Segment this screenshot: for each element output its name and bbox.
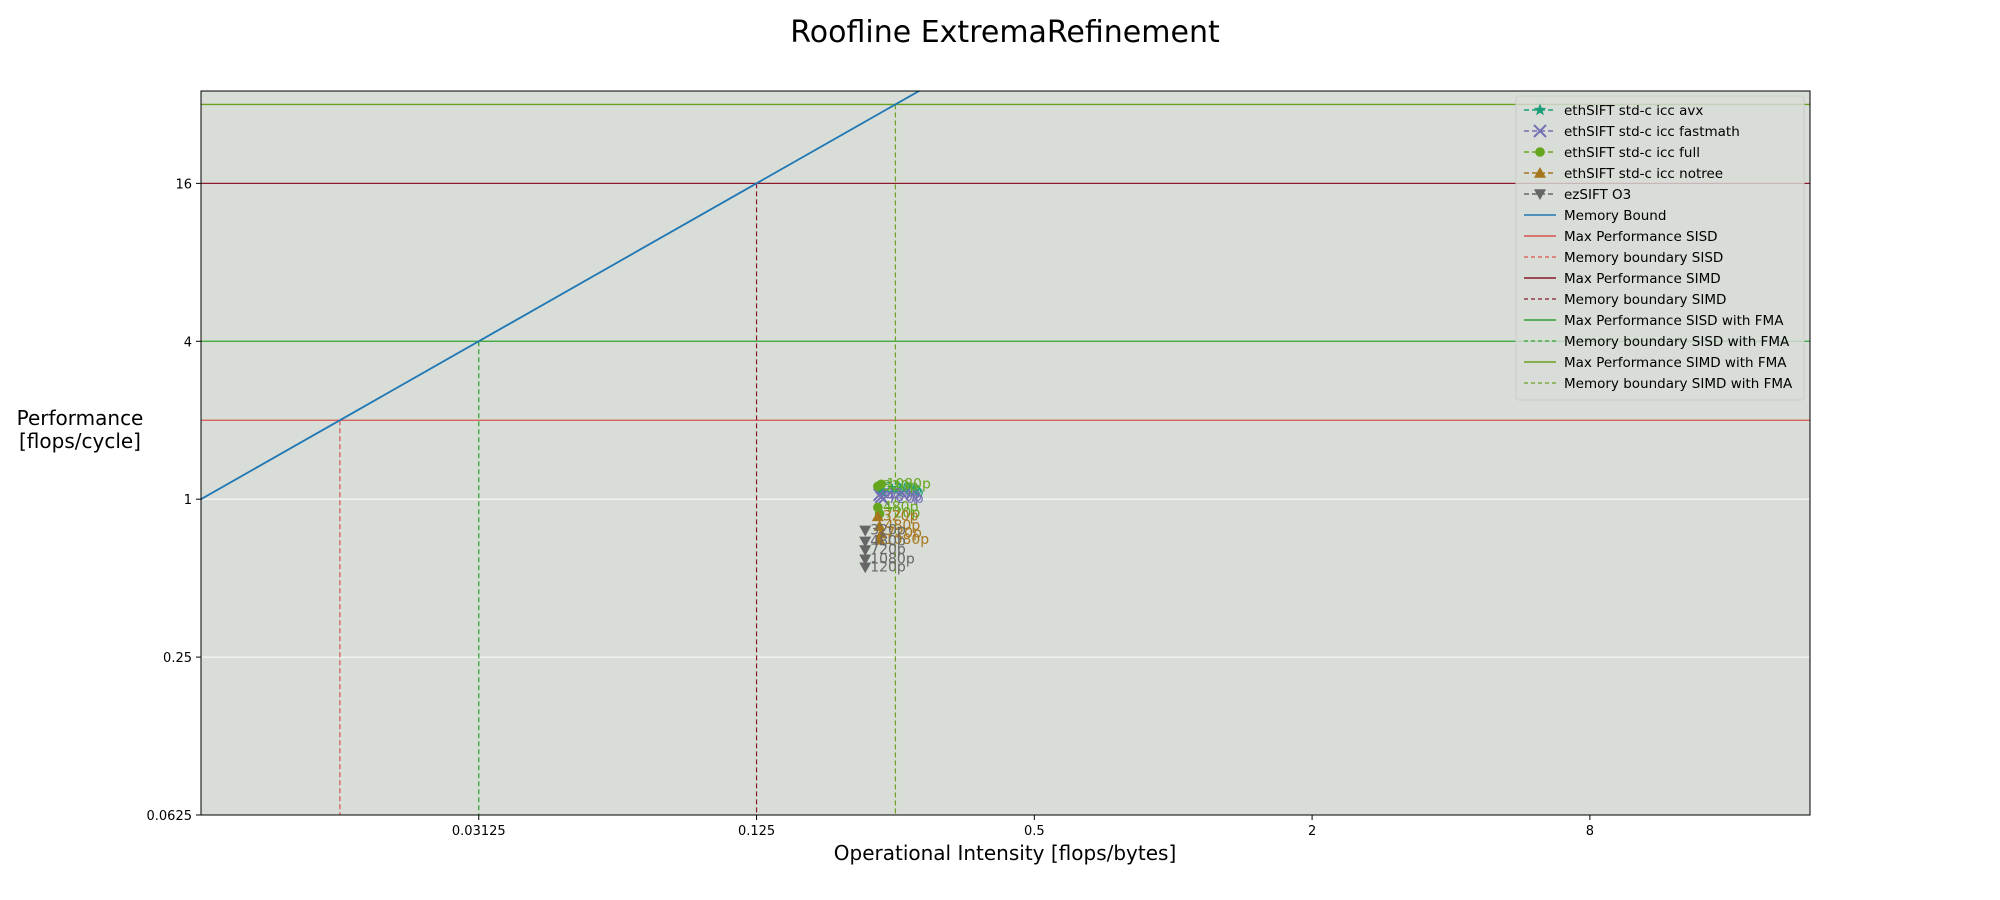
legend-entry: Max Performance SISD with FMA <box>1524 313 1784 329</box>
legend-label: Max Performance SIMD <box>1564 271 1721 287</box>
data-point <box>871 510 884 522</box>
legend-label: ethSIFT std-c icc full <box>1564 145 1700 161</box>
memory-bound-line <box>201 91 921 500</box>
data-point-label: 720p <box>886 525 922 541</box>
data-point-label: 320p <box>885 487 921 503</box>
data-point-label: 320p <box>870 522 906 538</box>
x-tick-label: 0.5 <box>1024 824 1045 839</box>
legend-label: ethSIFT std-c icc notree <box>1564 166 1723 182</box>
y-tick-label: 16 <box>175 177 192 192</box>
legend-entry: ethSIFT std-c icc notree <box>1524 166 1723 182</box>
x-axis: 0.03125 0.125 0.5 2 8 <box>452 815 1594 839</box>
data-point-label: 320p <box>883 508 919 524</box>
data-point-label: 720p <box>870 542 906 558</box>
data-point-label: 1080p <box>870 551 915 567</box>
x-tick-label: 0.03125 <box>452 824 506 839</box>
x-axis-label: Operational Intensity [flops/bytes] <box>834 841 1177 865</box>
data-point-label: 480p <box>885 518 921 534</box>
legend-box <box>1515 95 1805 401</box>
legend-entry: Max Performance SISD <box>1524 229 1718 245</box>
legend-label: ethSIFT std-c icc avx <box>1564 103 1703 119</box>
legend-label: Max Performance SISD <box>1564 229 1718 245</box>
y-tick-label: 0.0625 <box>147 809 193 824</box>
y-axis-label-line2: [flops/cycle] <box>19 429 141 453</box>
x-tick-label: 0.125 <box>738 824 775 839</box>
data-point-label: 1080p <box>886 476 931 492</box>
legend-entry: Memory boundary SISD with FMA <box>1524 334 1790 350</box>
legend-label: Memory Bound <box>1564 208 1666 224</box>
legend-marker <box>1534 189 1546 200</box>
data-point-label: 720p <box>885 506 921 522</box>
y-tick-label: 4 <box>184 335 192 350</box>
legend-entry: ethSIFT std-c icc avx <box>1524 103 1703 119</box>
x-tick-label: 8 <box>1586 824 1594 839</box>
data-point-label: 480p <box>870 533 906 549</box>
data-point-label: 480p <box>886 482 922 498</box>
y-axis: 0.0625 0.25 1 4 16 <box>147 177 201 824</box>
legend-label: Memory boundary SISD <box>1564 250 1723 266</box>
legend-label: Memory boundary SISD with FMA <box>1564 334 1790 350</box>
legend-label: Max Performance SIMD with FMA <box>1564 355 1787 371</box>
legend-entry: Max Performance SIMD with FMA <box>1524 355 1787 371</box>
legend-entry: ethSIFT std-c icc full <box>1524 145 1700 161</box>
legend-label: Max Performance SISD with FMA <box>1564 313 1784 329</box>
legend-entry: Memory boundary SIMD <box>1524 292 1726 308</box>
legend-entry: Memory Bound <box>1524 208 1666 224</box>
legend-label: Memory boundary SIMD <box>1564 292 1726 308</box>
data-point-label: 480p <box>886 489 922 505</box>
data-point <box>859 562 872 574</box>
data-point <box>859 536 872 548</box>
legend-label: ezSIFT O3 <box>1564 187 1631 203</box>
data-point <box>873 520 886 531</box>
data-point-label: 320p <box>883 478 919 494</box>
y-tick-label: 0.25 <box>163 651 192 666</box>
data-point <box>859 554 872 566</box>
legend-marker <box>1535 147 1545 157</box>
data-point-label: 1080p <box>885 532 930 548</box>
legend-entry: Max Performance SIMD <box>1524 271 1721 287</box>
legend-entry: ethSIFT std-c icc fastmath <box>1524 124 1740 140</box>
legend-label: ethSIFT std-c icc fastmath <box>1564 124 1740 140</box>
data-point <box>859 545 872 557</box>
data-point <box>873 533 886 545</box>
legend-marker <box>1534 167 1546 178</box>
x-tick-label: 2 <box>1308 824 1316 839</box>
data-point-label: 720p <box>888 491 924 507</box>
data-point <box>859 525 872 537</box>
legend-entry: ezSIFT O3 <box>1524 187 1631 203</box>
data-point <box>875 527 888 539</box>
legend-label: Memory boundary SIMD with FMA <box>1564 376 1793 392</box>
legend-entry: Memory boundary SIMD with FMA <box>1524 376 1793 392</box>
plot-frame <box>200 90 1811 816</box>
data-point-label: 480p <box>883 499 919 515</box>
data-point-label: 720p <box>888 485 924 501</box>
legend-marker <box>1533 124 1547 138</box>
y-axis-label-line1: Performance <box>17 406 144 430</box>
legend-marker <box>1533 103 1547 116</box>
data-point-label: 320p <box>885 480 921 496</box>
legend-marker-b <box>1533 124 1547 138</box>
legend: ethSIFT std-c icc avx ethSIFT std-c icc f… <box>1515 95 1805 401</box>
chart-title: Roofline ExtremaRefinement <box>790 15 1220 50</box>
y-tick-label: 1 <box>184 493 192 508</box>
data-point <box>875 483 888 496</box>
legend-entry: Memory boundary SISD <box>1524 250 1723 266</box>
data-point <box>876 479 887 490</box>
data-point-label: 120p <box>870 559 906 575</box>
